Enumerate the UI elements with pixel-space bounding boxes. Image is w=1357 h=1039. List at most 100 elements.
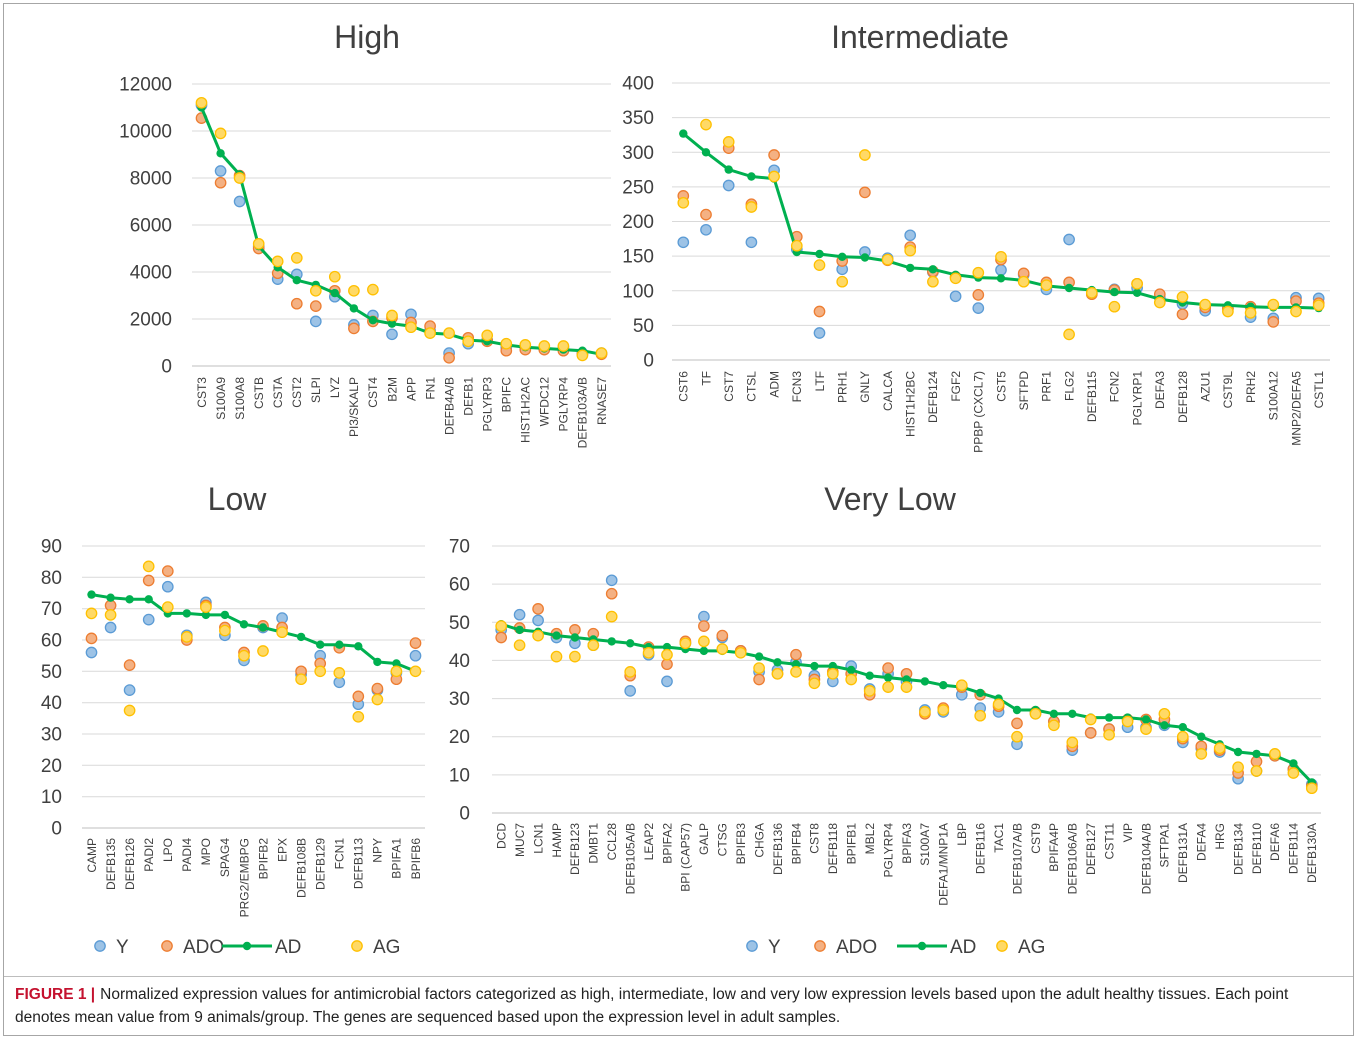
very-low-ad-point	[699, 646, 709, 656]
low-y-point	[85, 646, 98, 659]
very-low-ag-point	[845, 673, 858, 686]
high-category-label: WFDC12	[538, 377, 552, 427]
high-y-tick-label: 12000	[119, 75, 172, 96]
legend-marker	[161, 940, 173, 952]
intermediate-y-point	[677, 236, 690, 249]
very-low-y-tick-label: 40	[449, 651, 470, 672]
very-low-ad-point	[1252, 749, 1261, 759]
very-low-category-label: GALP	[697, 823, 711, 855]
intermediate-category-label: TF	[699, 371, 713, 386]
low-category-label: BPIFB6	[409, 838, 423, 880]
low-y-point	[142, 613, 155, 626]
intermediate-category-label: CST9L	[1221, 371, 1235, 409]
very-low-category-label: HRG	[1213, 823, 1227, 850]
high-ag-point	[405, 321, 417, 334]
very-low-ag-point	[790, 666, 802, 678]
very-low-ag-point	[1011, 730, 1023, 743]
high-category-label: PGLYRP3	[481, 377, 495, 432]
low-ag-point	[390, 665, 403, 678]
very-low-category-label: DEFB105A/B	[624, 823, 638, 894]
very-low-category-label: LCN1	[531, 823, 545, 854]
low-ag-point	[104, 609, 117, 621]
very-low-category-label: DEFB127	[1084, 823, 1098, 875]
intermediate-ado-point	[1176, 308, 1189, 321]
intermediate-category-label: HIST1H2BC	[904, 371, 918, 437]
low-y-tick-label: 10	[41, 787, 62, 808]
very-low-category-label: BPI (CAP57)	[679, 823, 693, 892]
very-low-category-label: DEFB107A/B	[1010, 823, 1024, 894]
very-low-ado-point	[605, 587, 618, 600]
intermediate-category-label: PRF1	[1040, 371, 1054, 402]
high-ag-point	[195, 96, 208, 109]
high-series-y	[195, 99, 608, 359]
very-low-ad-point	[939, 681, 948, 690]
high-category-label: PGLYRP4	[557, 377, 571, 432]
very-low-y-point	[513, 608, 526, 621]
intermediate-y-tick-label: 150	[622, 247, 654, 268]
intermediate-ag-point	[1153, 296, 1166, 309]
high-category-label: CST4	[366, 377, 380, 408]
intermediate-category-label: PRH1	[836, 371, 850, 403]
low-ado-point	[123, 659, 136, 671]
intermediate-category-label: PPBP (CXCL7)	[972, 371, 986, 453]
high-category-label: APP	[404, 377, 418, 401]
very-low-ad-point	[1178, 723, 1188, 732]
intermediate-y-tick-label: 0	[643, 351, 654, 372]
legend-item-ado: ADO	[814, 937, 877, 958]
low-chart-title: Low	[208, 481, 268, 517]
very-low-ag-point	[1305, 782, 1318, 795]
intermediate-y-point	[813, 327, 826, 339]
high-y-tick-label: 0	[161, 357, 172, 378]
intermediate-category-label: CST7	[722, 371, 736, 402]
very-low-ag-point	[937, 704, 950, 716]
very-low-ag-point	[642, 646, 655, 659]
very-low-ad-point	[920, 677, 930, 686]
very-low-y-point	[661, 675, 673, 688]
low-y-tick-label: 70	[41, 599, 62, 620]
legend-marker	[94, 940, 106, 952]
high-ado-point	[443, 351, 455, 364]
very-low-ad-point	[1104, 713, 1114, 722]
very-low-category-label: DEFB110	[1250, 823, 1264, 874]
legend-marker	[917, 941, 927, 951]
intermediate-y-tick-label: 300	[622, 143, 654, 164]
very-low-category-label: VIP	[1121, 823, 1135, 842]
very-low-ag-point	[1103, 728, 1115, 741]
high-category-label: CST3	[195, 377, 209, 408]
low-ado-point	[409, 637, 422, 649]
caption-text: Normalized expression values for antimic…	[15, 986, 1289, 1026]
very-low-ado-point	[532, 603, 544, 615]
very-low-ag-point	[1029, 707, 1042, 720]
intermediate-ag-point	[1131, 277, 1143, 290]
intermediate-y-tick-label: 200	[622, 212, 654, 233]
legend-item-y: Y	[746, 937, 781, 958]
low-category-label: BPIFA1	[390, 838, 404, 879]
high-ag-point	[462, 335, 475, 348]
very-low-ag-point	[1084, 713, 1097, 726]
very-low-ad-point	[1068, 709, 1077, 718]
very-low-y-tick-label: 30	[449, 689, 470, 710]
low-ad-point	[373, 657, 382, 667]
low-ag-point	[142, 560, 155, 573]
high-y-point	[214, 165, 227, 177]
very-low-ado-point	[753, 673, 765, 686]
very-low-category-label: CCL28	[605, 823, 619, 861]
high-ag-point	[595, 347, 608, 359]
low-y-tick-label: 80	[41, 568, 62, 589]
intermediate-category-label: FCN3	[790, 371, 804, 403]
legend-label: AD	[950, 937, 976, 958]
intermediate-ado-point	[768, 149, 780, 161]
low-ado-point	[85, 632, 98, 645]
high-y-tick-label: 4000	[130, 263, 172, 284]
very-low-y-tick-label: 0	[459, 804, 470, 825]
very-low-ag-point	[734, 646, 747, 659]
low-y-point	[409, 649, 422, 662]
intermediate-ag-point	[677, 196, 690, 209]
intermediate-y-point	[972, 302, 985, 314]
very-low-ag-point	[808, 677, 821, 690]
very-low-ag-point	[826, 667, 839, 680]
very-low-ad-point	[773, 658, 782, 667]
high-y-tick-label: 10000	[119, 122, 172, 143]
chart-very-low: Very Low 0 10 20 30 40 50 60 70 DCD MUC7 LCN1 HAMP DE…	[449, 481, 1321, 958]
high-ag-point	[576, 349, 589, 362]
